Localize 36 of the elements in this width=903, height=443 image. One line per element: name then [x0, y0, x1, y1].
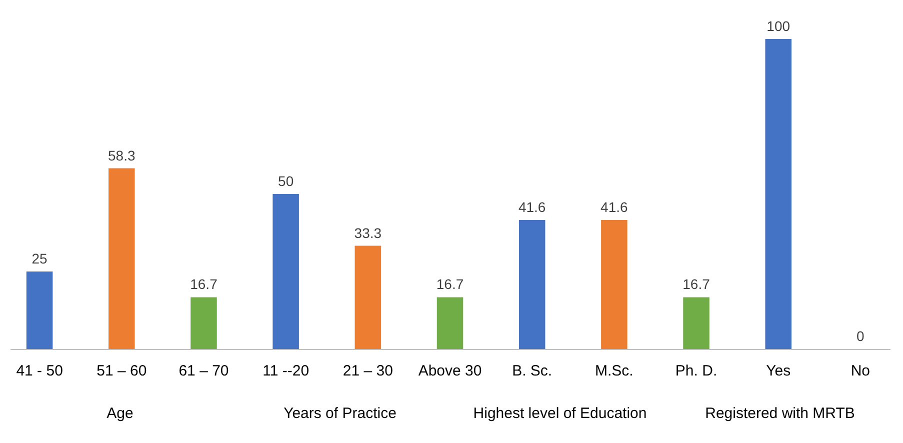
x-tick-label: No — [850, 362, 870, 380]
bar — [272, 194, 299, 349]
x-tick-label: Yes — [766, 362, 791, 380]
x-tick-label: 61 – 70 — [178, 362, 229, 380]
x-tick-label: 11 --20 — [262, 362, 310, 380]
bar — [683, 297, 710, 349]
data-label: 25 — [32, 250, 48, 266]
x-tick-label: Above 30 — [418, 362, 482, 380]
x-tick-label: 51 – 60 — [96, 362, 147, 380]
x-tick-label: 21 – 30 — [342, 362, 393, 380]
x-tick-label: Ph. D. — [675, 362, 718, 380]
bar — [26, 272, 53, 349]
bar — [765, 39, 792, 349]
bar — [436, 297, 464, 349]
text: Age — [106, 405, 134, 422]
x-tick-label: M.Sc. — [595, 362, 634, 380]
text: Highest level of Education — [473, 405, 647, 422]
data-label: 41.6 — [518, 199, 546, 216]
text: Years of Practice — [284, 405, 396, 422]
bar — [518, 220, 546, 349]
bar — [601, 220, 628, 349]
bar — [354, 246, 382, 349]
data-label: 58.3 — [108, 147, 136, 164]
text: Registered with MRTB — [705, 405, 855, 422]
bar — [190, 297, 217, 349]
data-label: 16.7 — [682, 276, 710, 292]
x-tick-label: B. Sc. — [512, 362, 552, 380]
data-label: 0 — [856, 328, 865, 344]
data-label: 50 — [278, 173, 294, 189]
data-label: 16.7 — [190, 276, 218, 292]
data-label: 100 — [766, 18, 790, 34]
data-label: 16.7 — [436, 276, 464, 292]
x-tick-label: 41 - 50 — [16, 362, 63, 380]
data-label: 33.3 — [354, 224, 382, 241]
data-label: 41.6 — [600, 199, 628, 216]
bar — [108, 168, 135, 349]
